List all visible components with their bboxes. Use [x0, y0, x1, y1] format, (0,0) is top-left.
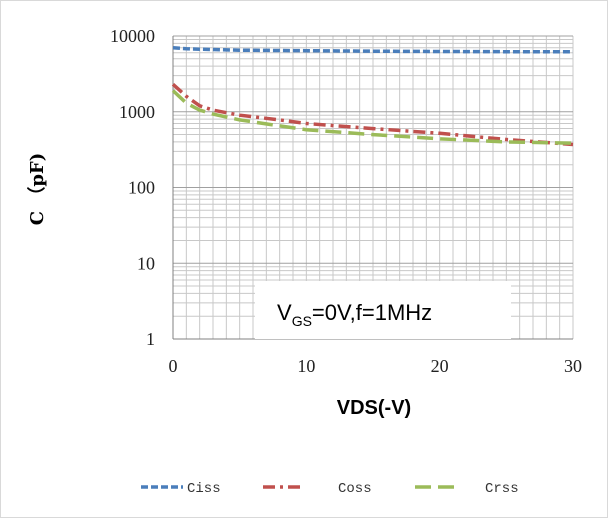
series-line-coss	[171, 83, 574, 147]
x-tick-labels: 0 10 20 30	[169, 356, 583, 376]
series-line-crss	[171, 89, 574, 145]
legend: Ciss Coss Crss	[141, 481, 519, 497]
y-tick-label: 100	[128, 178, 155, 198]
x-tick-label: 10	[297, 356, 315, 376]
y-tick-label: 1	[146, 329, 155, 349]
y-tick-label: 1000	[119, 102, 155, 122]
x-tick-label: 20	[431, 356, 449, 376]
series-group	[171, 45, 574, 147]
annotation-subscript: GS	[292, 313, 312, 329]
y-axis-label: C （pF)	[27, 153, 48, 225]
annotation-rest: =0V,f=1MHz	[312, 300, 432, 325]
x-axis-label: VDS(-V)	[337, 397, 411, 419]
series-line-ciss	[172, 45, 573, 54]
annotation-text: VGS=0V,f=1MHz	[277, 300, 432, 329]
legend-label-crss: Crss	[485, 481, 519, 497]
y-tick-label: 10	[137, 253, 155, 273]
legend-label-ciss: Ciss	[187, 481, 221, 497]
annotation-box: VGS=0V,f=1MHz	[255, 281, 511, 339]
annotation-main: V	[277, 300, 292, 325]
x-tick-label: 30	[564, 356, 582, 376]
x-tick-label: 0	[169, 356, 178, 376]
legend-label-coss: Coss	[338, 481, 372, 497]
y-tick-labels: 1 10 100 1000 10000	[110, 26, 155, 349]
y-tick-label: 10000	[110, 26, 155, 46]
